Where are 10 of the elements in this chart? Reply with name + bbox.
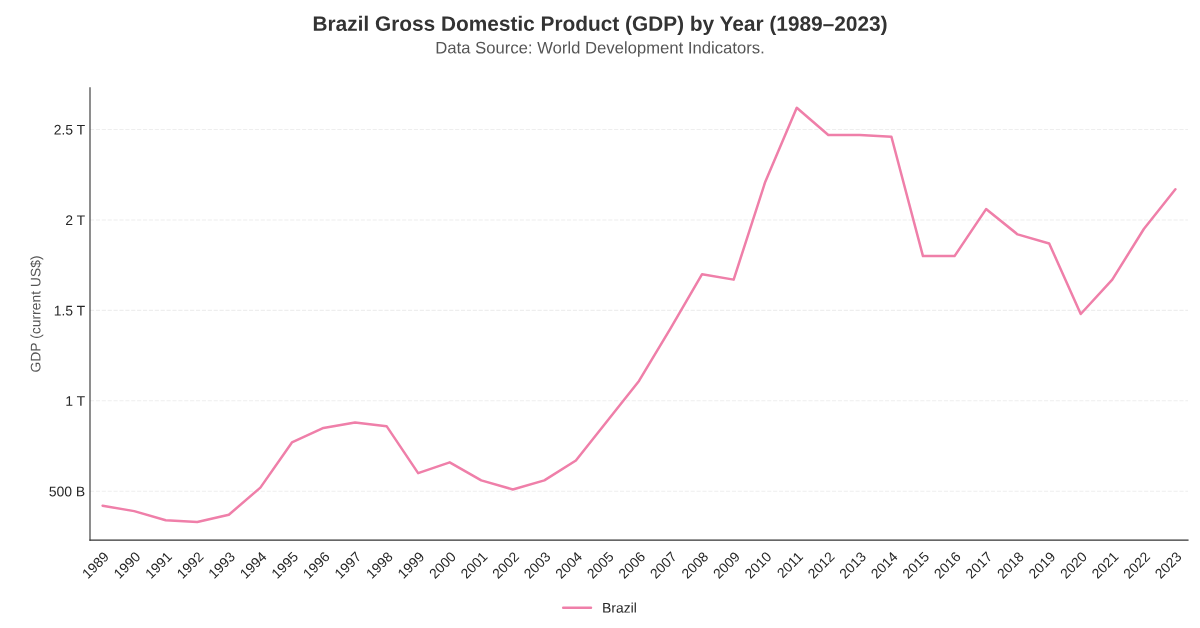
- y-axis-title: GDP (current US$): [30, 256, 44, 372]
- legend-label: Brazil: [603, 602, 636, 613]
- y-tick-label: 500 B: [49, 486, 85, 497]
- y-tick-label: 2 T: [66, 215, 85, 225]
- chart-title: Brazil Gross Domestic Product (GDP) by Year (1989–2023): [313, 15, 887, 36]
- line-series: [101, 106, 1177, 524]
- y-tick-label: 1 T: [66, 396, 85, 406]
- y-tick-label: 1.5 T: [54, 305, 85, 316]
- chart-subtitle: Data Source: World Development Indicators.: [436, 41, 764, 57]
- y-tick-label: 2.5 T: [54, 124, 85, 135]
